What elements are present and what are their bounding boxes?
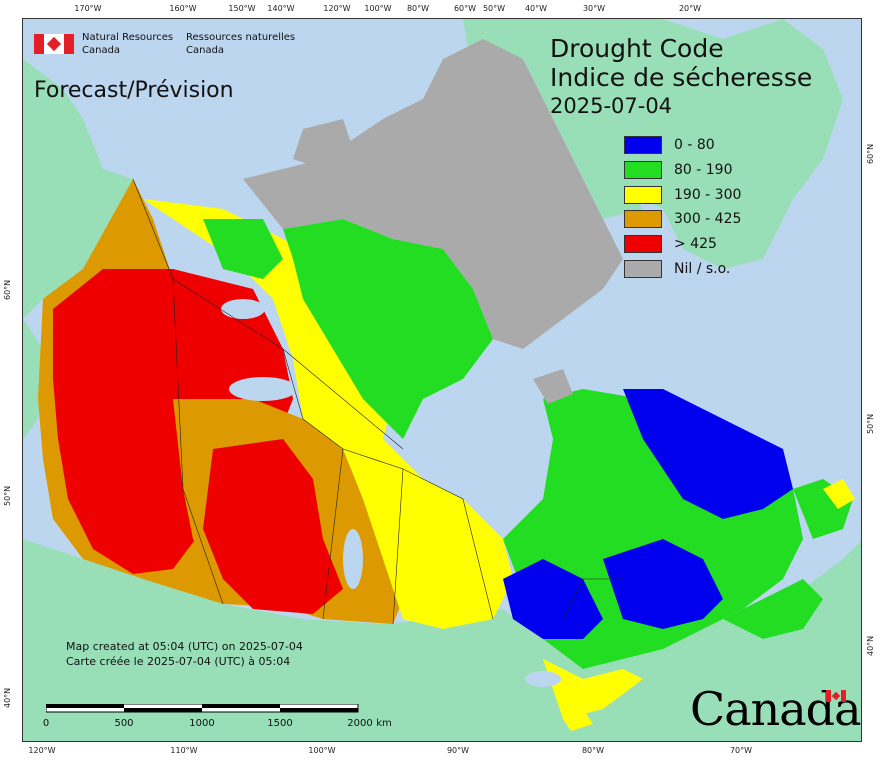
graticule-bottom-label: 110°W — [170, 746, 198, 755]
graticule-right-label: 40°N — [866, 635, 875, 656]
lake-superior — [525, 671, 561, 687]
agency-name-en-line2: Canada — [82, 45, 121, 56]
legend-label: 190 - 300 — [674, 187, 742, 203]
graticule-right-label: 60°N — [866, 143, 875, 164]
usa-land — [23, 539, 861, 741]
graticule-bottom-label: 120°W — [28, 746, 56, 755]
graticule-top-label: 100°W — [364, 4, 392, 13]
legend-item: 190 - 300 — [624, 184, 741, 206]
graticule-top-label: 80°W — [406, 4, 430, 13]
drought-map — [23, 19, 861, 741]
legend-swatch — [624, 136, 662, 154]
region-190-300 — [563, 709, 593, 731]
graticule-bottom-label: 90°W — [446, 746, 470, 755]
graticule-left-label: 40°N — [3, 687, 12, 708]
legend-swatch — [624, 186, 662, 204]
graticule-top-label: 20°W — [678, 4, 702, 13]
scale-label: 1500 — [267, 718, 293, 729]
graticule-top-label: 50°W — [482, 4, 506, 13]
region-over-425 — [53, 269, 293, 574]
graticule-bottom-label: 70°W — [729, 746, 753, 755]
region-190-300 — [543, 659, 643, 719]
agency-name-en: Natural Resources Canada — [82, 31, 173, 57]
graticule-top-label: 170°W — [74, 4, 102, 13]
graticule-top-label: 40°W — [524, 4, 548, 13]
canada-flag-icon — [34, 34, 74, 54]
province-borders — [132, 178, 623, 625]
forecast-label: Forecast/Prévision — [34, 78, 234, 103]
legend-label: > 425 — [674, 236, 717, 252]
graticule-bottom-label: 80°W — [581, 746, 605, 755]
map-title: Drought Code Indice de sécheresse — [550, 34, 812, 92]
scale-label: 2000 — [347, 718, 373, 729]
legend-label: 300 - 425 — [674, 211, 742, 227]
region-nil — [533, 369, 573, 404]
map-date: 2025-07-04 — [550, 94, 673, 118]
graticule-bottom-label: 100°W — [308, 746, 336, 755]
legend-swatch — [624, 161, 662, 179]
region-0-80 — [503, 559, 603, 639]
region-80-190 — [283, 219, 493, 439]
great-bear-lake — [221, 299, 265, 319]
region-0-80 — [603, 539, 723, 629]
scale-unit: km — [376, 718, 392, 729]
agency-name-en-line1: Natural Resources — [82, 32, 174, 43]
region-80-190 — [203, 219, 283, 279]
canada-wordmark: Canada — [690, 682, 862, 736]
region-190-300 — [143, 199, 513, 629]
agency-name-fr-line2: Canada — [186, 45, 225, 56]
graticule-left-label: 50°N — [3, 485, 12, 506]
credit-fr: Carte créée le 2025-07-04 (UTC) à 05:04 — [66, 655, 291, 668]
legend-label: Nil / s.o. — [674, 261, 731, 277]
lake-winnipeg — [343, 529, 363, 589]
agency-name-fr: Ressources naturelles Canada — [186, 31, 295, 57]
scale-label: 0 — [42, 718, 50, 729]
region-nil — [293, 119, 353, 169]
region-80-190 — [723, 579, 823, 639]
map-canvas — [22, 18, 862, 742]
graticule-top-label: 160°W — [169, 4, 197, 13]
legend-label: 0 - 80 — [674, 137, 715, 153]
alaska-panhandle — [23, 319, 43, 439]
legend-label: 80 - 190 — [674, 162, 733, 178]
legend-swatch — [624, 235, 662, 253]
scale-bar — [46, 704, 359, 713]
agency-name-fr-line1: Ressources naturelles — [186, 32, 296, 43]
graticule-right-label: 50°N — [866, 413, 875, 434]
great-slave-lake — [229, 377, 297, 401]
wordmark-flag-icon — [826, 690, 846, 702]
legend-swatch — [624, 210, 662, 228]
credit-en: Map created at 05:04 (UTC) on 2025-07-04 — [66, 640, 303, 653]
map-title-en: Drought Code — [550, 34, 724, 63]
legend-item: 300 - 425 — [624, 208, 741, 230]
graticule-top-label: 150°W — [228, 4, 256, 13]
legend-item: > 425 — [624, 233, 717, 255]
legend-item: 0 - 80 — [624, 134, 715, 156]
map-title-fr: Indice de sécheresse — [550, 63, 813, 92]
legend-item: 80 - 190 — [624, 159, 733, 181]
graticule-top-label: 60°W — [453, 4, 477, 13]
region-over-425 — [203, 439, 343, 614]
region-0-80 — [623, 389, 793, 519]
graticule-top-label: 30°W — [582, 4, 606, 13]
graticule-top-label: 140°W — [267, 4, 295, 13]
graticule-top-label: 120°W — [323, 4, 351, 13]
scale-label: 500 — [114, 718, 134, 729]
legend-item: Nil / s.o. — [624, 258, 730, 280]
region-nil — [243, 39, 623, 349]
legend-swatch — [624, 260, 662, 278]
region-190-300 — [823, 479, 855, 509]
scale-label: 1000 — [189, 718, 215, 729]
graticule-left-label: 60°N — [3, 279, 12, 300]
